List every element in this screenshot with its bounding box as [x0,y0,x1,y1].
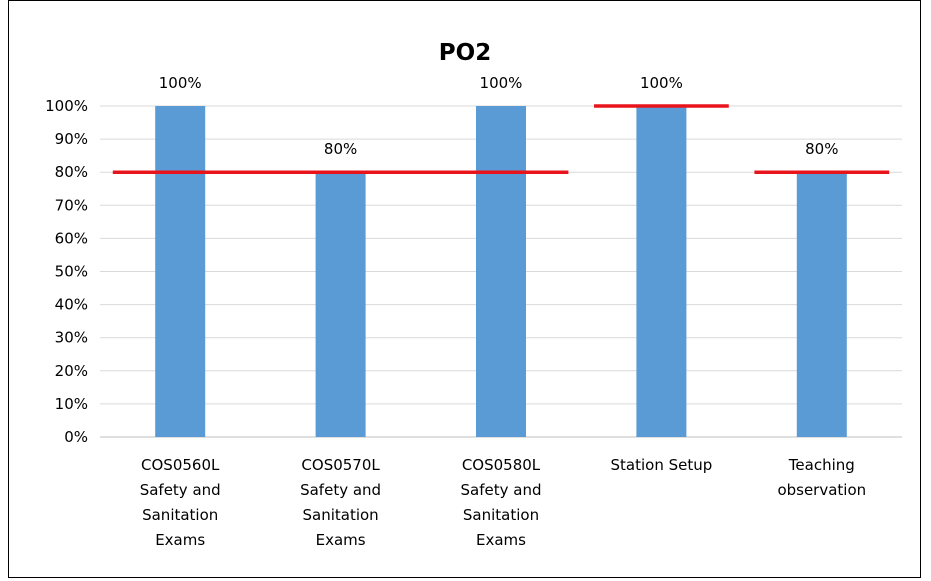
bar [476,106,526,437]
x-category-label: Station Setup [611,456,713,474]
chart-title: PO2 [439,40,491,66]
bar [315,172,366,437]
y-tick-label: 30% [55,329,88,347]
x-category-label-line: Exams [476,531,526,549]
data-label: 80% [324,140,357,158]
y-tick-label: 100% [45,97,88,115]
data-label: 100% [640,74,683,92]
data-label: 80% [805,140,838,158]
x-category-label-line: Safety and [140,481,221,499]
y-tick-label: 70% [55,196,88,214]
y-tick-label: 0% [64,428,88,446]
y-tick-label: 10% [55,395,88,413]
x-category-label-line: COS0570L [301,456,380,474]
x-category-label-line: COS0560L [141,456,220,474]
x-category-label: COS0580L Safety and Sanitation Exams [461,456,542,549]
data-label: 100% [159,74,202,92]
y-tick-label: 80% [55,163,88,181]
y-tick-label: 90% [55,130,88,148]
x-category-label-line: observation [777,481,866,499]
x-category-label-line: Sanitation [142,506,218,524]
y-tick-label: 40% [55,296,88,314]
x-category-label-line: Safety and [300,481,381,499]
x-category-label-line: Teaching [788,456,855,474]
x-category-label-line: Station Setup [611,456,713,474]
x-category-label-line: Sanitation [302,506,378,524]
x-category-label-line: Safety and [461,481,542,499]
x-category-label-line: COS0580L [462,456,541,474]
y-tick-label: 60% [55,229,88,247]
y-tick-label: 50% [55,263,88,281]
x-category-label: COS0570L Safety and Sanitation Exams [300,456,381,549]
data-label: 100% [480,74,523,92]
x-category-label: Teaching observation [777,456,866,499]
x-category-label-line: Exams [316,531,366,549]
x-category-label-line: Exams [155,531,205,549]
x-category-label-line: Sanitation [463,506,539,524]
bar [636,106,687,437]
bar [796,172,847,437]
bar [155,106,206,437]
x-category-label: COS0560L Safety and Sanitation Exams [140,456,221,549]
y-tick-label: 20% [55,362,88,380]
